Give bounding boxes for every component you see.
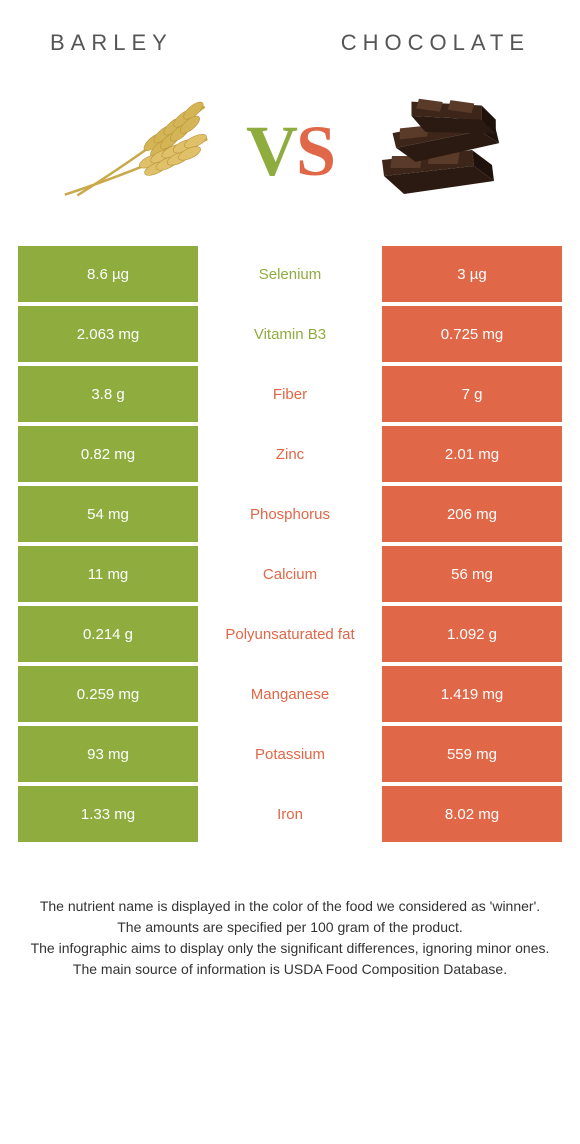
right-value: 8.02 mg [382, 786, 562, 842]
table-row: 0.82 mgZinc2.01 mg [18, 426, 562, 482]
nutrient-label: Polyunsaturated fat [198, 606, 382, 662]
left-food-title: BARLEY [50, 30, 173, 56]
left-value: 54 mg [18, 486, 198, 542]
footer-line-2: The amounts are specified per 100 gram o… [30, 917, 550, 938]
left-value: 0.214 g [18, 606, 198, 662]
nutrient-label: Calcium [198, 546, 382, 602]
footer-notes: The nutrient name is displayed in the co… [0, 846, 580, 1000]
left-value: 0.259 mg [18, 666, 198, 722]
right-value: 1.092 g [382, 606, 562, 662]
nutrient-label: Selenium [198, 246, 382, 302]
nutrient-label: Potassium [198, 726, 382, 782]
right-value: 3 µg [382, 246, 562, 302]
table-row: 3.8 gFiber7 g [18, 366, 562, 422]
footer-line-1: The nutrient name is displayed in the co… [30, 896, 550, 917]
barley-image [56, 86, 226, 216]
barley-icon [56, 101, 226, 201]
header: BARLEY CHOCOLATE [0, 0, 580, 66]
left-value: 8.6 µg [18, 246, 198, 302]
table-row: 11 mgCalcium56 mg [18, 546, 562, 602]
chocolate-image [354, 86, 524, 216]
nutrient-table: 8.6 µgSelenium3 µg2.063 mgVitamin B30.72… [18, 246, 562, 842]
nutrient-label: Iron [198, 786, 382, 842]
hero-section: VS [0, 66, 580, 246]
nutrient-label: Manganese [198, 666, 382, 722]
right-value: 0.725 mg [382, 306, 562, 362]
table-row: 1.33 mgIron8.02 mg [18, 786, 562, 842]
left-value: 3.8 g [18, 366, 198, 422]
footer-line-3: The infographic aims to display only the… [30, 938, 550, 959]
nutrient-label: Vitamin B3 [198, 306, 382, 362]
footer-line-4: The main source of information is USDA F… [30, 959, 550, 980]
right-value: 2.01 mg [382, 426, 562, 482]
right-value: 1.419 mg [382, 666, 562, 722]
vs-v: V [246, 111, 296, 191]
nutrient-label: Phosphorus [198, 486, 382, 542]
table-row: 8.6 µgSelenium3 µg [18, 246, 562, 302]
left-value: 2.063 mg [18, 306, 198, 362]
left-value: 11 mg [18, 546, 198, 602]
nutrient-label: Zinc [198, 426, 382, 482]
vs-label: VS [246, 110, 334, 193]
right-value: 206 mg [382, 486, 562, 542]
table-row: 2.063 mgVitamin B30.725 mg [18, 306, 562, 362]
nutrient-label: Fiber [198, 366, 382, 422]
table-row: 0.214 gPolyunsaturated fat1.092 g [18, 606, 562, 662]
left-value: 1.33 mg [18, 786, 198, 842]
right-value: 56 mg [382, 546, 562, 602]
right-value: 7 g [382, 366, 562, 422]
left-value: 93 mg [18, 726, 198, 782]
chocolate-icon [364, 86, 514, 216]
table-row: 93 mgPotassium559 mg [18, 726, 562, 782]
vs-s: S [296, 111, 334, 191]
table-row: 0.259 mgManganese1.419 mg [18, 666, 562, 722]
table-row: 54 mgPhosphorus206 mg [18, 486, 562, 542]
left-value: 0.82 mg [18, 426, 198, 482]
right-value: 559 mg [382, 726, 562, 782]
right-food-title: CHOCOLATE [341, 30, 530, 56]
